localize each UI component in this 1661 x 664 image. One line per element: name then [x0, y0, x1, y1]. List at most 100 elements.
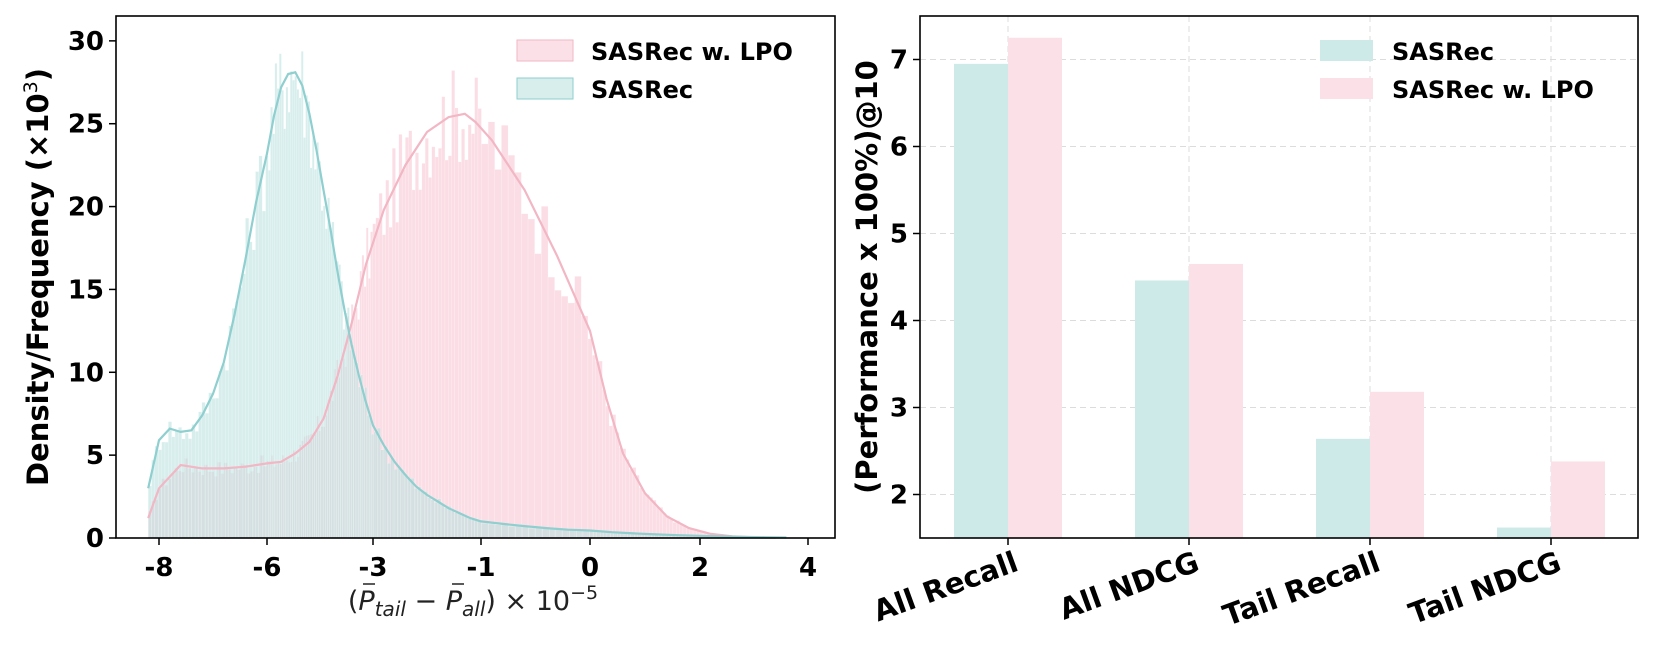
left-legend: SASRec w. LPO SASRec — [516, 38, 793, 104]
hist-bar — [474, 518, 479, 539]
y-tick-label: 20 — [68, 193, 104, 223]
legend-label-sasrec: SASRec — [591, 76, 693, 104]
hist-bar — [464, 159, 469, 539]
left-y-ticks: 0 5 10 15 20 25 30 — [68, 27, 116, 554]
right-bars — [954, 37, 1605, 538]
hist-bar — [576, 530, 584, 539]
hist-bar — [331, 221, 335, 539]
hist-bar — [283, 128, 286, 539]
hist-bar — [461, 128, 465, 539]
hist-bar — [521, 525, 529, 539]
hist-bar — [252, 249, 256, 539]
y-tick-label: 3 — [890, 394, 908, 424]
hist-bar — [589, 531, 594, 539]
y-tick-label: 5 — [86, 441, 104, 471]
hist-bar — [414, 488, 418, 539]
hist-bar — [574, 276, 582, 539]
hist-bar — [450, 510, 455, 539]
hist-bar — [602, 389, 606, 539]
x-tick-label: 4 — [799, 553, 817, 583]
hist-bar — [629, 469, 633, 539]
x-tick-label: -6 — [253, 553, 282, 583]
hist-bar — [309, 167, 313, 539]
y-tick-label: 2 — [890, 481, 908, 511]
hist-bar — [487, 121, 495, 539]
left-x-axis-label: (Ptail − Pall) × 10−5 — [348, 582, 598, 621]
hist-bar — [285, 86, 289, 539]
hist-bar — [541, 206, 549, 539]
x-tick-label: -1 — [467, 553, 496, 583]
hist-bar — [451, 70, 456, 539]
hist-bar — [188, 438, 192, 539]
hist-bar — [488, 523, 496, 539]
hist-bar — [434, 156, 439, 539]
kde-curve-1 — [147, 71, 787, 539]
hist-bar — [228, 325, 233, 539]
hist-bar — [403, 473, 408, 539]
bar — [1370, 391, 1424, 538]
hist-bar — [474, 77, 479, 539]
bar-series-1 — [1008, 37, 1605, 538]
legend-swatch-lpo — [516, 39, 574, 62]
hist-bar — [281, 90, 284, 539]
hist-bar — [397, 468, 401, 539]
legend-label-lpo-bar: SASRec w. LPO — [1392, 76, 1594, 104]
bar — [1551, 461, 1605, 538]
x-tick-label: 2 — [691, 553, 709, 583]
hist-bar — [438, 148, 442, 539]
hist-bar — [303, 137, 306, 539]
hist-bar — [477, 108, 482, 539]
right-legend: SASRec SASRec w. LPO — [1320, 38, 1594, 104]
hist-bar — [255, 171, 260, 539]
hist-bar — [431, 146, 436, 539]
hist-bar — [296, 89, 300, 539]
hist-bar — [454, 512, 458, 539]
y-tick-label: 0 — [86, 524, 104, 554]
bar-series-0 — [954, 63, 1551, 538]
hist-bar — [527, 218, 535, 539]
hist-bar — [501, 125, 509, 539]
hist-bar — [270, 106, 273, 539]
x-tick-label: All NDCG — [1055, 545, 1204, 627]
hist-bar — [645, 494, 650, 539]
hist-bar — [615, 432, 620, 539]
hist-bar — [353, 360, 357, 539]
hist-bar — [161, 441, 166, 539]
y-tick-label: 7 — [890, 46, 908, 76]
hist-bar — [425, 138, 429, 539]
hist-bar — [471, 519, 475, 539]
hist-bar — [507, 155, 515, 539]
hist-bar — [467, 518, 472, 539]
hist-bar — [178, 427, 182, 539]
hist-bar — [225, 370, 229, 539]
hist-bar — [329, 227, 333, 539]
y-tick-label: 15 — [68, 275, 104, 305]
hist-bar — [447, 505, 452, 539]
hist-bar — [430, 499, 435, 539]
bar — [1497, 527, 1551, 538]
hist-bar — [358, 386, 361, 539]
hist-bar — [393, 469, 398, 539]
left-axes-frame — [115, 15, 836, 539]
hist-bar — [598, 360, 603, 539]
hist-bar — [181, 438, 186, 539]
hist-bar — [457, 512, 462, 539]
hist-bar — [298, 97, 302, 539]
legend-label-sasrec-bar: SASRec — [1392, 38, 1494, 66]
hist-bar — [364, 387, 368, 539]
hist-bar — [595, 361, 600, 539]
hist-bar — [420, 490, 425, 539]
hist-bar — [408, 130, 413, 539]
hist-bar — [265, 155, 269, 539]
hist-bar — [434, 502, 438, 539]
hist-bar — [561, 296, 569, 539]
hist-bar — [444, 507, 448, 539]
y-tick-label: 25 — [68, 110, 104, 140]
y-tick-label: 4 — [890, 307, 908, 337]
hist-bar — [205, 413, 209, 539]
hist-bar — [272, 133, 275, 539]
hist-bar — [168, 421, 172, 539]
hist-bar — [421, 163, 426, 539]
hist-bar — [292, 80, 295, 539]
hist-bar — [314, 169, 317, 539]
